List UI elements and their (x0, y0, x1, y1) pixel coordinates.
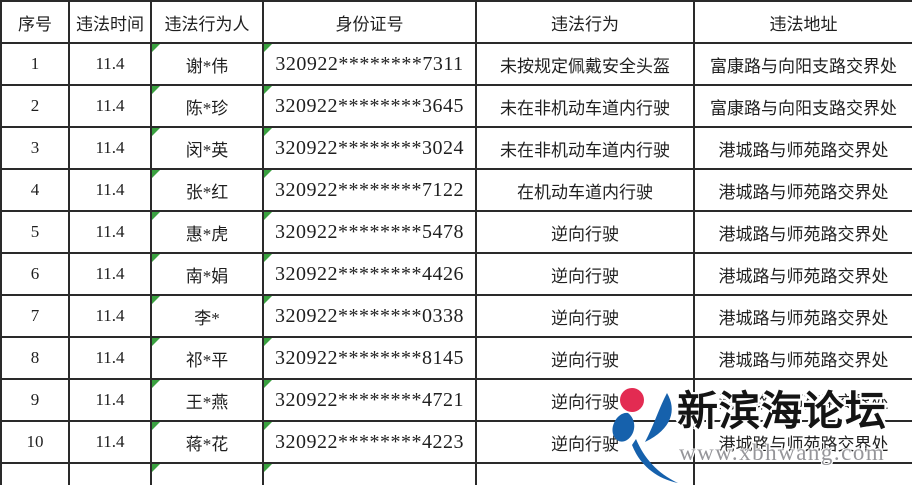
table-row: 1 11.4 谢*伟 320922********7311 未按规定佩戴安全头盔 富康路与… (0, 42, 912, 86)
cell-violation: 未在非机动车道内行驶 (475, 84, 695, 128)
cell-name: 李* (150, 294, 264, 338)
cell-address: 港城路与师苑路交界处 (693, 126, 912, 170)
table-row: 2 11.4 陈*珍 320922********3645 未在非机动车道内行驶 富康路与… (0, 84, 912, 128)
cell-name: 王*燕 (150, 378, 264, 422)
header-name: 违法行为人 (150, 0, 264, 44)
cell-id: 320922********4223 (262, 420, 477, 464)
cell-name: 祁*平 (150, 336, 264, 380)
header-time: 违法时间 (68, 0, 152, 44)
cell-time: 11.4 (68, 42, 152, 86)
cell-address: 港城路与师苑路交界处 (693, 252, 912, 296)
table-row: 10 11.4 蒋*花 320922********4223 逆向行驶 港城路与师苑路交界… (0, 420, 912, 464)
cell-time: 11.4 (68, 210, 152, 254)
cell-address: 富康路与向阳支路交界处 (693, 42, 912, 86)
table-row: 9 11.4 王*燕 320922********4721 逆向行驶 港城路与师苑路交界处 (0, 378, 912, 422)
cell-time: 11.4 (68, 126, 152, 170)
cell-no: 7 (0, 294, 70, 338)
cell-name (150, 462, 264, 485)
cell-no (0, 462, 70, 485)
table-row: 7 11.4 李* 320922********0338 逆向行驶 港城路与师苑路交界处 (0, 294, 912, 338)
cell-no: 10 (0, 420, 70, 464)
cell-no: 5 (0, 210, 70, 254)
header-no: 序号 (0, 0, 70, 44)
cell-id: 320922********7311 (262, 42, 477, 86)
cell-address: 港城路与师苑路交界处 (693, 336, 912, 380)
cell-name: 闵*英 (150, 126, 264, 170)
header-violation: 违法行为 (475, 0, 695, 44)
cell-address: 港城路与师苑路交界处 (693, 168, 912, 212)
cell-no: 9 (0, 378, 70, 422)
cell-time: 11.4 (68, 420, 152, 464)
cell-violation: 逆向行驶 (475, 336, 695, 380)
header-address: 违法地址 (693, 0, 912, 44)
cell-violation: 在机动车道内行驶 (475, 168, 695, 212)
cell-id (262, 462, 477, 485)
table-row: 6 11.4 南*娟 320922********4426 逆向行驶 港城路与师苑路交界处 (0, 252, 912, 296)
cell-id: 320922********3645 (262, 84, 477, 128)
table-row (0, 462, 912, 485)
cell-time (68, 462, 152, 485)
cell-no: 2 (0, 84, 70, 128)
cell-address: 港城路与师苑路交界处 (693, 378, 912, 422)
cell-no: 4 (0, 168, 70, 212)
cell-name: 谢*伟 (150, 42, 264, 86)
cell-address: 富康路与向阳支路交界处 (693, 84, 912, 128)
cell-address (693, 462, 912, 485)
cell-id: 320922********4426 (262, 252, 477, 296)
table-body: 1 11.4 谢*伟 320922********7311 未按规定佩戴安全头盔 富康路与… (0, 42, 912, 485)
cell-address: 港城路与师苑路交界处 (693, 294, 912, 338)
cell-address: 港城路与师苑路交界处 (693, 210, 912, 254)
cell-violation: 逆向行驶 (475, 252, 695, 296)
cell-address: 港城路与师苑路交界处 (693, 420, 912, 464)
cell-time: 11.4 (68, 336, 152, 380)
cell-violation: 逆向行驶 (475, 420, 695, 464)
table-row: 5 11.4 惠*虎 320922********5478 逆向行驶 港城路与师苑路交界处 (0, 210, 912, 254)
cell-id: 320922********7122 (262, 168, 477, 212)
cell-violation (475, 462, 695, 485)
table-row: 8 11.4 祁*平 320922********8145 逆向行驶 港城路与师苑路交界处 (0, 336, 912, 380)
cell-id: 320922********5478 (262, 210, 477, 254)
cell-violation: 未在非机动车道内行驶 (475, 126, 695, 170)
table-header: 序号 违法时间 违法行为人 身份证号 违法行为 违法地址 (0, 0, 912, 44)
cell-violation: 逆向行驶 (475, 210, 695, 254)
cell-time: 11.4 (68, 294, 152, 338)
cell-time: 11.4 (68, 378, 152, 422)
cell-id: 320922********8145 (262, 336, 477, 380)
cell-id: 320922********0338 (262, 294, 477, 338)
cell-id: 320922********4721 (262, 378, 477, 422)
table-row: 4 11.4 张*红 320922********7122 在机动车道内行驶 港城路与师苑… (0, 168, 912, 212)
header-id: 身份证号 (262, 0, 477, 44)
cell-name: 惠*虎 (150, 210, 264, 254)
table-row: 3 11.4 闵*英 320922********3024 未在非机动车道内行驶 港城路与… (0, 126, 912, 170)
cell-name: 张*红 (150, 168, 264, 212)
cell-id: 320922********3024 (262, 126, 477, 170)
cell-time: 11.4 (68, 168, 152, 212)
cell-name: 蒋*花 (150, 420, 264, 464)
cell-no: 8 (0, 336, 70, 380)
cell-violation: 逆向行驶 (475, 294, 695, 338)
cell-violation: 逆向行驶 (475, 378, 695, 422)
cell-violation: 未按规定佩戴安全头盔 (475, 42, 695, 86)
cell-no: 6 (0, 252, 70, 296)
cell-name: 南*娟 (150, 252, 264, 296)
cell-time: 11.4 (68, 252, 152, 296)
cell-no: 1 (0, 42, 70, 86)
cell-time: 11.4 (68, 84, 152, 128)
cell-no: 3 (0, 126, 70, 170)
cell-name: 陈*珍 (150, 84, 264, 128)
header-row: 序号 违法时间 违法行为人 身份证号 违法行为 违法地址 (0, 0, 912, 44)
